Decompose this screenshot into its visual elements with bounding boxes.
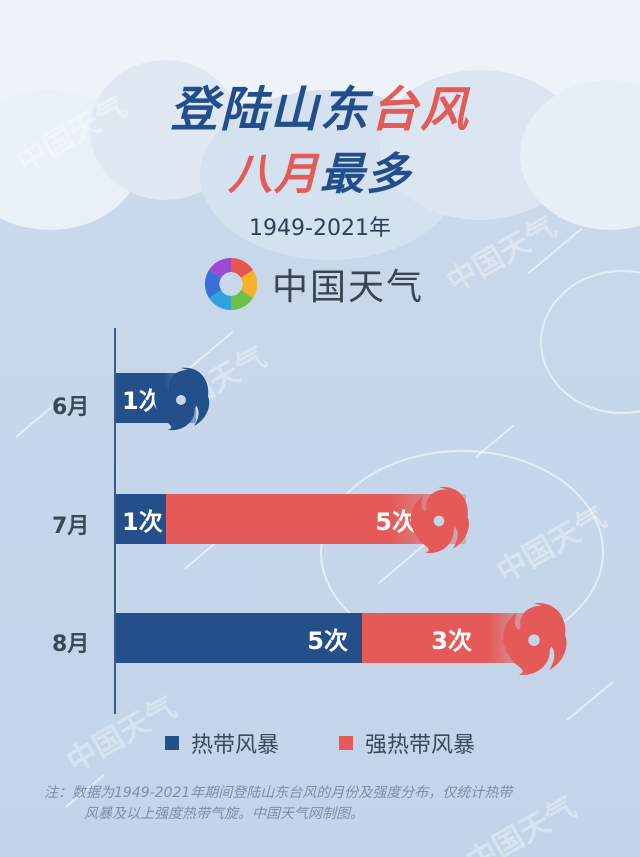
cloud-background bbox=[0, 0, 640, 260]
wind-streak bbox=[184, 542, 216, 570]
subtitle-years: 1949-2021年 bbox=[249, 216, 391, 241]
category-label: 6月 bbox=[52, 395, 90, 420]
legend-swatch bbox=[164, 736, 179, 750]
title-red-part: 八月 bbox=[228, 149, 320, 200]
typhoon-icon bbox=[410, 486, 469, 554]
title-blue-part: 最多 bbox=[320, 149, 412, 200]
title-red-part: 台风 bbox=[370, 82, 471, 138]
data-label: 5次 bbox=[307, 626, 348, 655]
title-line-2: 八月最多 bbox=[0, 138, 640, 202]
footnote-line-1: 注：数据为1949-2021年期间登陆山东台风的月份及强度分布，仅统计热带 bbox=[44, 785, 513, 801]
legend-item-tropical-storm: 热带风暴 bbox=[164, 727, 279, 759]
legend: 热带风暴 强热带风暴 bbox=[0, 727, 640, 759]
legend-label: 热带风暴 bbox=[190, 733, 279, 758]
china-weather-logo: 中国天气 bbox=[200, 253, 424, 315]
y-axis bbox=[114, 328, 116, 714]
legend-swatch bbox=[339, 736, 353, 750]
wind-streak bbox=[566, 680, 614, 722]
title-blue-part: 登陆山东 bbox=[169, 82, 370, 138]
data-label: 3次 bbox=[431, 626, 472, 655]
footnote-line-2: 风暴及以上强度热带气旋。中国天气网制图。 bbox=[84, 806, 364, 822]
china-weather-logo-icon bbox=[204, 257, 258, 311]
wind-streak bbox=[15, 404, 55, 438]
category-label: 8月 bbox=[52, 632, 90, 657]
bar-segment-severe-tropical-storm: 3次 bbox=[362, 613, 532, 663]
bar-segment-tropical-storm: 5次 bbox=[116, 613, 362, 663]
legend-item-severe-tropical-storm: 强热带风暴 bbox=[339, 727, 475, 759]
data-label: 5次 bbox=[375, 507, 416, 536]
typhoon-icon bbox=[503, 603, 567, 675]
legend-label: 强热带风暴 bbox=[365, 733, 476, 758]
footnote: 注：数据为1949-2021年期间登陆山东台风的月份及强度分布，仅统计热带 风暴… bbox=[44, 783, 604, 825]
logo-text: 中国天气 bbox=[272, 267, 425, 308]
bar-august: 5次 3次 bbox=[116, 613, 532, 663]
title-line-1: 登陆山东台风 bbox=[0, 70, 640, 140]
bar-segment-tropical-storm: 1次 bbox=[116, 494, 166, 544]
data-label: 1次 bbox=[122, 507, 163, 536]
category-label: 7月 bbox=[52, 514, 90, 539]
typhoon-icon bbox=[154, 367, 210, 431]
swirl-decoration bbox=[540, 270, 640, 414]
